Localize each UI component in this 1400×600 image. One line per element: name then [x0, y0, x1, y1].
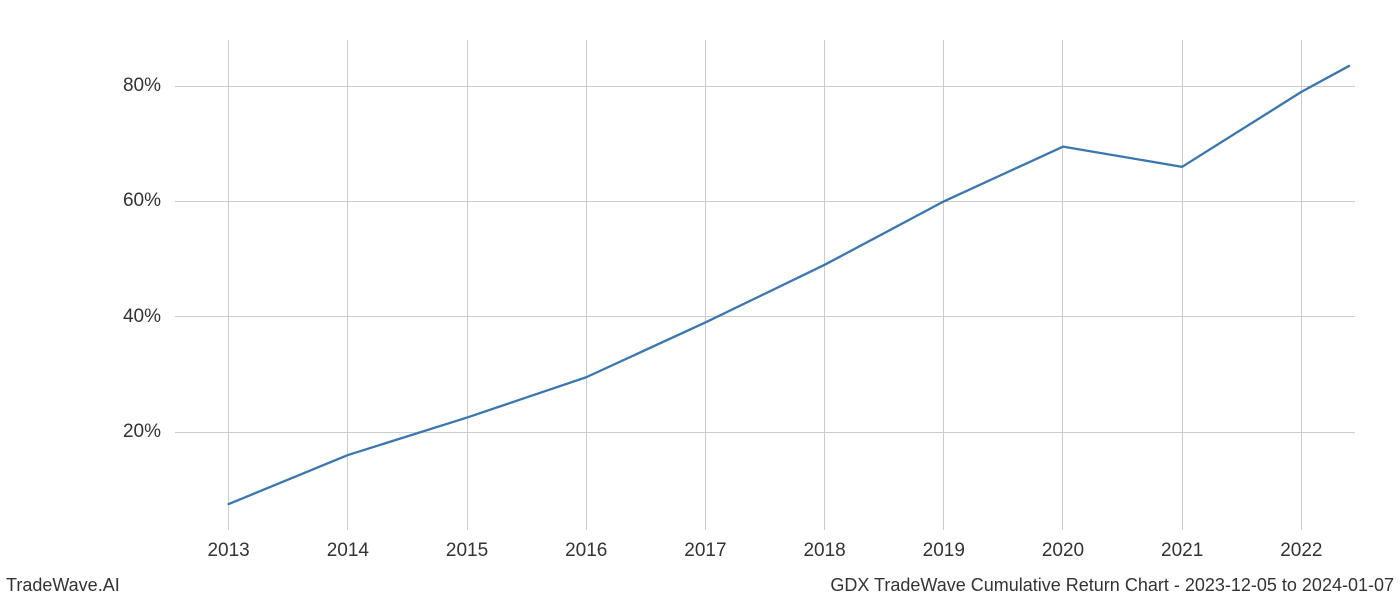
x-tick-label: 2018: [803, 540, 845, 562]
plot-area: 2013201420152016201720182019202020212022…: [175, 40, 1355, 530]
y-tick-label: 20%: [123, 421, 161, 443]
cumulative-return-line: [229, 66, 1349, 504]
x-tick-label: 2014: [327, 540, 369, 562]
x-tick-label: 2013: [207, 540, 249, 562]
footer-left-label: TradeWave.AI: [6, 575, 120, 596]
x-tick-label: 2015: [446, 540, 488, 562]
line-series-layer: [175, 40, 1355, 530]
x-tick-label: 2022: [1280, 540, 1322, 562]
y-tick-label: 80%: [123, 75, 161, 97]
x-tick-label: 2020: [1042, 540, 1084, 562]
x-tick-label: 2016: [565, 540, 607, 562]
y-tick-label: 60%: [123, 190, 161, 212]
x-tick-label: 2017: [684, 540, 726, 562]
x-tick-label: 2019: [923, 540, 965, 562]
chart-container: 2013 2014 2015 2016 2017 2018 2019 2020 2021 2022…: [0, 0, 1400, 600]
x-tick-label: 2021: [1161, 540, 1203, 562]
footer-right-label: GDX TradeWave Cumulative Return Chart - …: [830, 575, 1394, 596]
y-tick-label: 40%: [123, 306, 161, 328]
